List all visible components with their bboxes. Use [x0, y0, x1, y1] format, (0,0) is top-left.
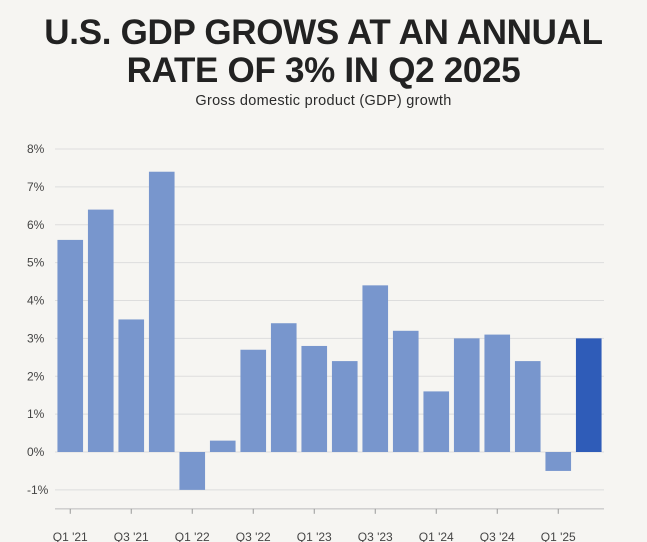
chart-title-line-2: RATE OF 3% IN Q2 2025	[126, 51, 521, 90]
bar-q4-23	[392, 330, 419, 452]
bars	[57, 171, 602, 490]
y-tick-label: -1%	[27, 483, 49, 497]
bar-q3-22	[240, 349, 267, 452]
y-axis-ticks: -1% 0% 1% 2% 3% 4% 5% 6% 7% 8%	[27, 142, 49, 497]
bar-q4-24	[514, 361, 541, 452]
bar-q1-22	[179, 452, 206, 490]
bar-q2-21	[87, 209, 114, 452]
bar-q2-23	[331, 361, 358, 452]
y-tick-label: 2%	[27, 369, 45, 383]
bar-q4-22	[270, 323, 297, 452]
bar-q2-24	[453, 338, 480, 452]
chart-title-line-1: U.S. GDP GROWS AT AN ANNUAL	[44, 13, 603, 52]
x-tick-label: Q1 '22	[175, 530, 210, 542]
bar-q1-24	[423, 391, 450, 452]
x-tick-label: Q1 '24	[419, 530, 454, 542]
gridlines	[55, 148, 604, 510]
bar-q2-22	[209, 440, 236, 452]
bar-q1-21	[57, 239, 84, 452]
chart-title: U.S. GDP GROWS AT AN ANNUAL RATE OF 3% I…	[0, 14, 647, 90]
y-tick-label: 1%	[27, 407, 45, 421]
x-tick-label: Q3 '23	[358, 530, 393, 542]
x-tick-label: Q3 '22	[236, 530, 271, 542]
bar-q4-21	[148, 171, 175, 452]
x-tick-label: Q3 '24	[480, 530, 515, 542]
y-tick-label: 8%	[27, 142, 45, 156]
y-tick-label: 4%	[27, 294, 45, 308]
bar-q3-24	[484, 334, 511, 452]
y-tick-label: 7%	[27, 180, 45, 194]
x-tick-label: Q1 '25	[541, 530, 576, 542]
y-tick-label: 0%	[27, 445, 45, 459]
bar-q1-25	[545, 452, 572, 471]
x-axis-ticks: Q1 '21 Q3 '21 Q1 '22 Q3 '22 Q1 '23 Q3 '23 Q1 '…	[53, 508, 576, 542]
bar-q2-25	[575, 338, 602, 452]
y-tick-label: 6%	[27, 218, 45, 232]
bar-q3-21	[118, 319, 145, 452]
bar-q1-23	[301, 345, 328, 452]
y-tick-label: 5%	[27, 256, 45, 270]
y-tick-label: 3%	[27, 331, 45, 345]
x-tick-label: Q1 '23	[297, 530, 332, 542]
bar-q3-23	[362, 285, 389, 452]
x-tick-label: Q1 '21	[53, 530, 88, 542]
x-tick-label: Q3 '21	[114, 530, 149, 542]
chart-subtitle: Gross domestic product (GDP) growth	[195, 93, 452, 109]
